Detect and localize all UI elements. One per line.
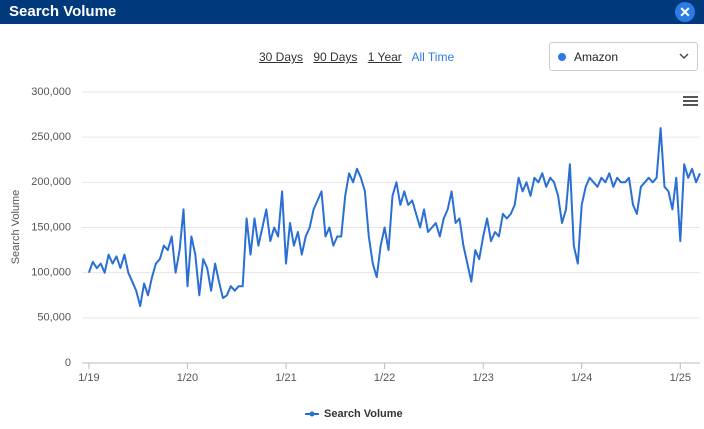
range-selector: 30 Days 90 Days 1 Year All Time (259, 50, 461, 64)
x-tick-label: 1/19 (78, 372, 99, 384)
legend-label: Search Volume (324, 408, 403, 420)
x-tick-label: 1/20 (177, 372, 198, 384)
y-tick-label: 200,000 (31, 176, 71, 188)
dropdown-caret (679, 53, 689, 59)
y-tick-label: 150,000 (31, 221, 71, 233)
y-tick-label: 100,000 (31, 267, 71, 279)
x-tick-label: 1/24 (571, 372, 592, 384)
dropdown-label: Amazon (574, 50, 619, 64)
range-90-days[interactable]: 90 Days (313, 50, 358, 64)
range-all-time[interactable]: All Time (411, 50, 455, 64)
modal-title: Search Volume (9, 3, 117, 20)
y-tick-label: 250,000 (31, 131, 71, 143)
marketplace-dropdown[interactable]: Amazon (549, 42, 698, 71)
menu-icon[interactable] (683, 96, 698, 106)
x-tick-label: 1/22 (374, 372, 395, 384)
y-tick-label: 0 (65, 357, 71, 369)
legend-marker (309, 411, 315, 417)
x-tick-label: 1/21 (275, 372, 296, 384)
x-tick-label: 1/23 (472, 372, 493, 384)
y-tick-label: 300,000 (31, 86, 71, 98)
dropdown-dot (558, 53, 566, 61)
range-1-year[interactable]: 1 Year (367, 50, 402, 64)
y-axis-label: Search Volume (10, 190, 22, 265)
data-line (87, 127, 701, 308)
modal-header: Search Volume ✕ (0, 0, 704, 24)
y-tick-label: 50,000 (37, 312, 71, 324)
x-tick-label: 1/25 (670, 372, 691, 384)
close-button[interactable]: ✕ (675, 2, 695, 22)
range-30-days[interactable]: 30 Days (259, 50, 304, 64)
